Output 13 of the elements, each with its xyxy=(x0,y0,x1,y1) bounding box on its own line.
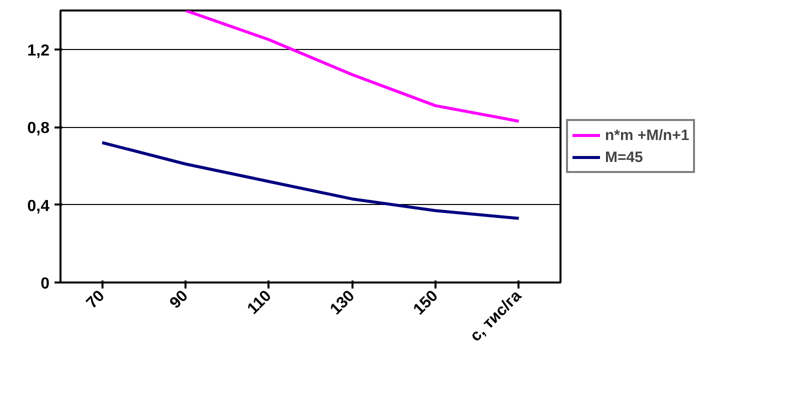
legend-label: n*m +M/n+1 xyxy=(605,126,690,144)
y-tick-label: 1,2 xyxy=(27,42,50,60)
y-tick-label: 0 xyxy=(40,276,50,292)
x-tick-label: 90 xyxy=(166,287,192,312)
x-tick-label: 70 xyxy=(84,287,108,312)
y-tick-label: 0,8 xyxy=(27,120,50,138)
x-tick-label: 150 xyxy=(410,287,442,318)
y-tick-label: 0,4 xyxy=(27,198,50,215)
line-series xyxy=(100,141,520,220)
line-series xyxy=(184,10,520,123)
legend-label: M=45 xyxy=(605,148,643,166)
x-tick-label: 130 xyxy=(327,287,358,318)
x-tick-label: 110 xyxy=(244,287,275,318)
